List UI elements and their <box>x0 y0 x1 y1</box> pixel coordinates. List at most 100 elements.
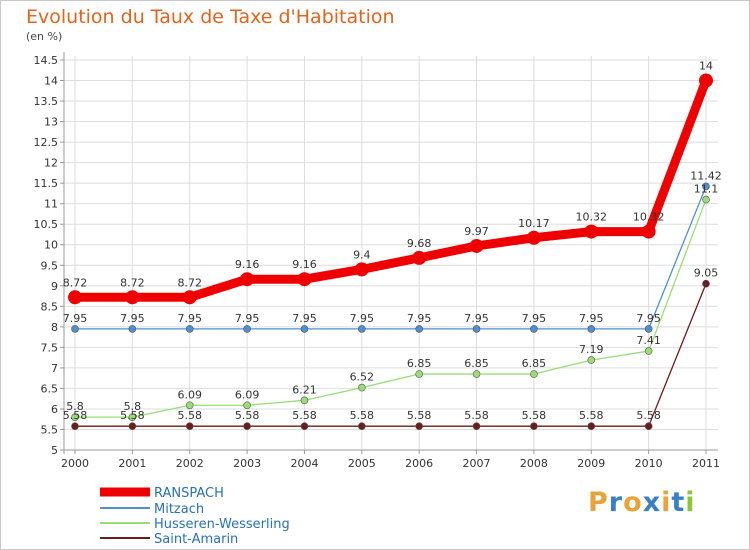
y-tick-label: 13 <box>44 116 58 129</box>
data-point <box>641 224 656 239</box>
data-point <box>702 182 710 191</box>
data-point <box>71 422 79 430</box>
data-label: 6.21 <box>292 383 317 396</box>
data-label: 9.97 <box>464 225 489 238</box>
data-label: 14 <box>699 60 713 73</box>
x-tick-label: 2000 <box>61 457 89 470</box>
data-point <box>587 422 596 430</box>
data-label: 5.58 <box>177 409 202 422</box>
data-label: 7.95 <box>235 312 260 325</box>
y-tick-label: 8 <box>51 321 58 334</box>
data-label: 6.85 <box>464 357 489 370</box>
data-label: 7.95 <box>177 312 202 325</box>
logo-letter: P <box>588 487 609 518</box>
data-label: 7.95 <box>407 312 432 325</box>
data-point <box>530 325 538 333</box>
data-point <box>185 401 194 410</box>
y-tick-label: 6 <box>51 403 58 416</box>
y-tick-label: 5 <box>51 444 58 457</box>
proxiti-logo: Proxiti <box>588 487 696 518</box>
y-tick-label: 10.5 <box>34 218 59 231</box>
y-tick-label: 7.5 <box>41 341 59 354</box>
data-label: 5.8 <box>66 400 84 413</box>
data-label: 5.58 <box>235 409 260 422</box>
data-label: 5.58 <box>120 409 145 422</box>
x-tick-label: 2004 <box>290 457 318 470</box>
x-tick-label: 2009 <box>577 457 605 470</box>
data-point <box>587 325 596 333</box>
data-label: 6.85 <box>407 357 432 370</box>
y-tick-label: 6.5 <box>41 382 59 395</box>
y-tick-label: 11.5 <box>34 177 59 190</box>
data-point <box>472 325 481 333</box>
data-label: 5.58 <box>292 409 317 422</box>
data-label: 5.58 <box>464 409 489 422</box>
logo-letter: x <box>642 487 662 518</box>
data-label: 5.58 <box>407 409 432 422</box>
data-point <box>240 272 255 287</box>
data-point <box>128 325 137 333</box>
data-label: 7.95 <box>522 312 547 325</box>
data-label: 7.41 <box>636 334 661 347</box>
data-label: 10.17 <box>518 217 550 230</box>
data-point <box>300 325 309 333</box>
data-label: 8.72 <box>120 276 145 289</box>
y-tick-label: 14 <box>44 75 58 88</box>
data-label: 5.58 <box>350 409 375 422</box>
series-line-saint-amarin <box>74 283 707 427</box>
data-point <box>185 422 194 430</box>
data-label: 7.95 <box>636 312 661 325</box>
legend-label: Saint-Amarin <box>154 532 238 547</box>
data-point <box>297 272 312 287</box>
data-point <box>412 250 427 265</box>
y-tick-label: 14.5 <box>34 54 59 67</box>
data-point <box>300 422 309 430</box>
logo-letter: i <box>685 487 696 518</box>
data-point <box>185 325 194 333</box>
chart-subtitle: (en %) <box>26 30 63 43</box>
series-line-husseren-wesserling <box>74 198 707 418</box>
x-tick-label: 2011 <box>692 457 720 470</box>
data-label: 7.95 <box>350 312 375 325</box>
logo-letter: i <box>661 487 672 518</box>
data-point <box>644 347 653 355</box>
data-point <box>128 413 137 421</box>
data-point <box>526 230 541 245</box>
y-tick-label: 9.5 <box>41 259 59 272</box>
data-label: 7.19 <box>579 343 604 356</box>
data-label: 5.58 <box>579 409 604 422</box>
data-point <box>68 290 82 305</box>
y-tick-label: 12 <box>44 157 58 170</box>
data-point <box>530 422 538 430</box>
data-label: 5.58 <box>522 409 547 422</box>
data-point <box>584 224 599 239</box>
data-label: 5.8 <box>124 400 142 413</box>
data-label: 7.95 <box>292 312 317 325</box>
data-label: 6.52 <box>350 371 375 384</box>
data-point <box>415 370 423 378</box>
data-label: 10.32 <box>633 211 665 224</box>
data-point <box>644 422 653 430</box>
data-point <box>644 325 653 333</box>
data-label: 9.05 <box>694 267 719 280</box>
data-point <box>472 370 481 378</box>
data-label: 8.72 <box>63 276 88 289</box>
data-point <box>469 238 484 253</box>
data-label: 8.72 <box>177 276 202 289</box>
y-tick-label: 12.5 <box>34 136 59 149</box>
data-label: 7.95 <box>120 312 145 325</box>
data-point <box>125 290 140 305</box>
data-point <box>358 383 366 392</box>
data-point <box>358 325 366 333</box>
y-tick-label: 5.5 <box>41 423 59 436</box>
data-point <box>300 396 309 405</box>
y-tick-label: 7 <box>51 362 58 375</box>
legend-label: RANSPACH <box>154 486 224 501</box>
data-label: 6.09 <box>235 388 260 401</box>
logo-letter: t <box>671 487 686 518</box>
y-tick-label: 9 <box>51 280 58 293</box>
data-point <box>530 370 538 378</box>
data-point <box>71 413 79 421</box>
data-label: 9.68 <box>407 237 432 250</box>
